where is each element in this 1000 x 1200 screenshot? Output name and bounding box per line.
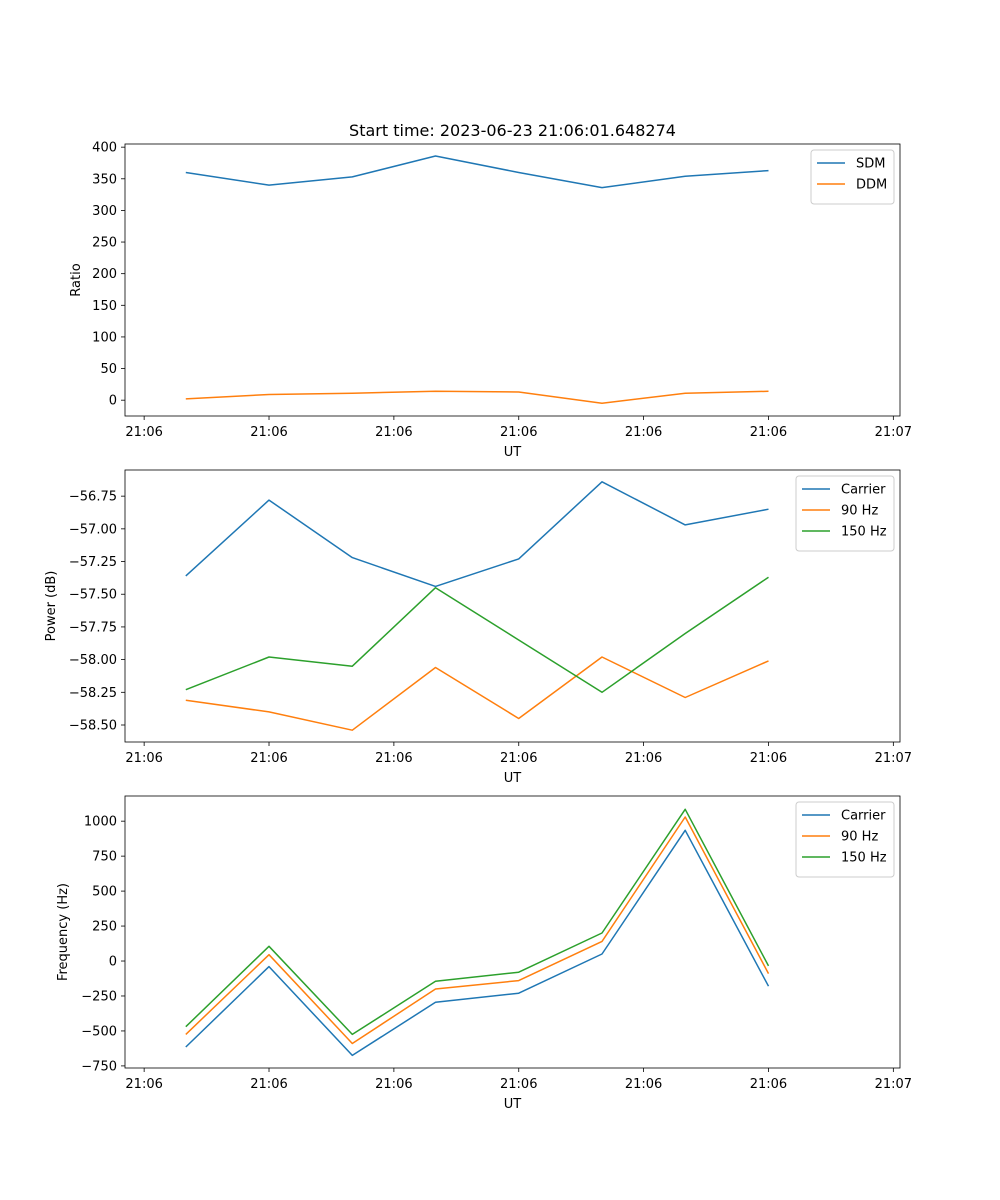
legend-label: Carrier (841, 483, 886, 498)
y-axis-label: Ratio (69, 263, 84, 296)
x-tick-label: 21:06 (125, 1077, 162, 1092)
y-tick-label: −58.25 (69, 686, 117, 701)
plot-area (124, 795, 901, 1069)
x-axis-label: UT (504, 1097, 522, 1112)
y-tick-label: 400 (92, 141, 117, 156)
x-tick-label: 21:06 (125, 751, 162, 766)
y-tick-label: 250 (92, 236, 117, 251)
x-tick-label: 21:06 (250, 751, 287, 766)
series-line-sdm (185, 155, 769, 189)
y-tick-label: 100 (92, 330, 117, 345)
y-tick-label: −57.25 (69, 555, 117, 570)
legend-box (795, 801, 895, 878)
y-tick-label: 0 (109, 955, 117, 970)
y-tick-label: −750 (81, 1059, 117, 1074)
y-tick-label: −57.00 (69, 522, 117, 537)
y-axis-label: Power (dB) (44, 571, 59, 642)
y-tick-label: 750 (92, 850, 117, 865)
legend-label: SDM (856, 157, 885, 172)
x-tick-label: 21:06 (375, 1077, 412, 1092)
y-tick-label: 350 (92, 172, 117, 187)
x-tick-label: 21:06 (500, 425, 537, 440)
plot-area (124, 469, 901, 743)
series-line-90-hz (185, 816, 770, 1045)
y-tick-label: 0 (109, 394, 117, 409)
y-tick-label: 150 (92, 299, 117, 314)
x-tick-label: 21:06 (625, 1077, 662, 1092)
legend-label: Carrier (841, 809, 886, 824)
chart-panel-1: 21:06 21:06 21:06 21:06 21:06 21:06 21:07 0 50 10… (69, 121, 912, 460)
y-tick-label: −250 (81, 989, 117, 1004)
y-tick-label: 300 (92, 204, 117, 219)
series-line-150-hz (185, 576, 769, 694)
plot-area (124, 143, 901, 417)
x-tick-label: 21:06 (750, 751, 787, 766)
x-tick-label: 21:06 (375, 425, 412, 440)
y-tick-label: 50 (100, 362, 117, 377)
x-tick-label: 21:06 (375, 751, 412, 766)
legend-box (795, 475, 895, 552)
chart-title: Start time: 2023-06-23 21:06:01.648274 (349, 121, 676, 140)
y-tick-label: −58.50 (69, 719, 117, 734)
chart-panel-2: 21:06 21:06 21:06 21:06 21:06 21:06 21:07 −58.5… (44, 469, 912, 786)
series-line-carrier (185, 481, 769, 588)
x-tick-label: 21:06 (500, 1077, 537, 1092)
legend-label: 90 Hz (841, 830, 878, 845)
x-tick-label: 21:06 (125, 425, 162, 440)
y-tick-label: 250 (92, 920, 117, 935)
x-tick-label: 21:06 (750, 1077, 787, 1092)
x-tick-label: 21:07 (875, 1077, 912, 1092)
x-axis-label: UT (504, 445, 522, 460)
x-tick-label: 21:07 (875, 751, 912, 766)
legend-label: DDM (856, 178, 887, 193)
x-tick-label: 21:06 (250, 425, 287, 440)
x-tick-label: 21:06 (625, 425, 662, 440)
legend-label: 150 Hz (841, 851, 887, 866)
x-tick-label: 21:06 (250, 1077, 287, 1092)
x-axis-label: UT (504, 771, 522, 786)
series-line-90-hz (185, 656, 769, 731)
y-tick-label: 1000 (84, 815, 117, 830)
legend: Carrier 90 Hz 150 Hz (795, 475, 895, 552)
series-line-ddm (185, 390, 769, 405)
x-tick-label: 21:06 (625, 751, 662, 766)
y-tick-label: −500 (81, 1024, 117, 1039)
y-tick-label: 200 (92, 267, 117, 282)
legend: SDM DDM (810, 149, 895, 205)
y-tick-label: −57.50 (69, 588, 117, 603)
y-tick-label: −56.75 (69, 490, 117, 505)
x-tick-label: 21:06 (750, 425, 787, 440)
series-line-carrier (185, 829, 770, 1057)
x-tick-label: 21:06 (500, 751, 537, 766)
chart-panel-3: 21:06 21:06 21:06 21:06 21:06 21:06 21:07 −750 −… (56, 795, 912, 1112)
y-tick-label: 500 (92, 885, 117, 900)
y-tick-label: −57.75 (69, 620, 117, 635)
y-axis-label: Frequency (Hz) (56, 883, 71, 981)
x-tick-label: 21:07 (875, 425, 912, 440)
legend: Carrier 90 Hz 150 Hz (795, 801, 895, 878)
series-line-150-hz (185, 808, 770, 1036)
y-tick-label: −58.00 (69, 653, 117, 668)
legend-label: 90 Hz (841, 504, 878, 519)
legend-label: 150 Hz (841, 525, 887, 540)
